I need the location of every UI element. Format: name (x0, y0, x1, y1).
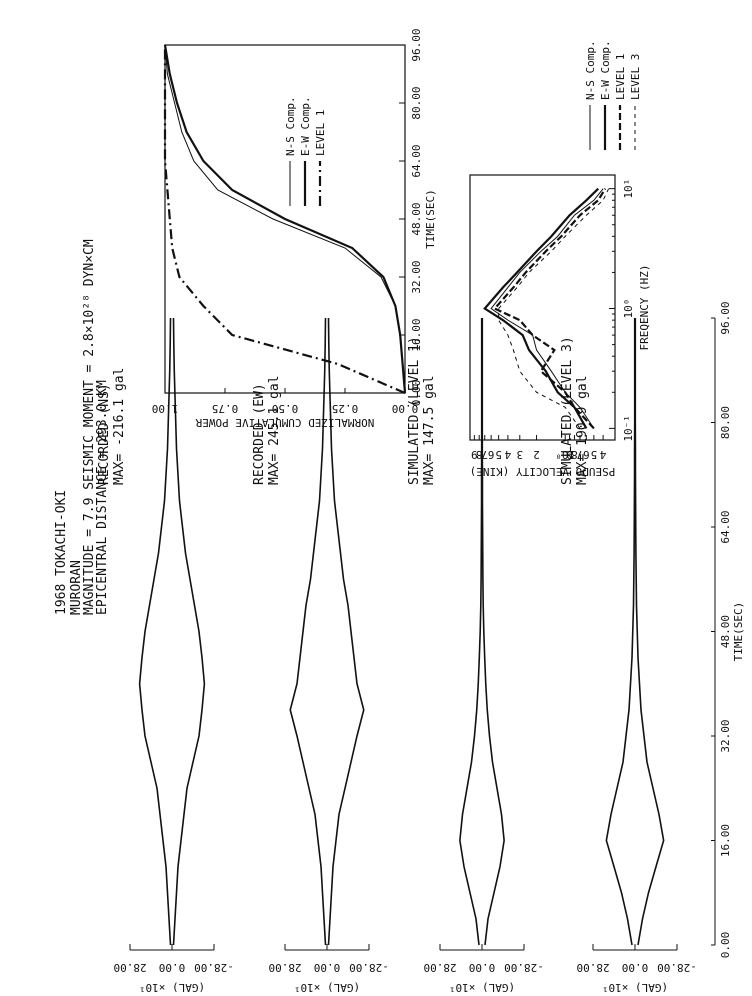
series-line (490, 188, 604, 429)
x-tick-label: 32.00 (410, 260, 423, 293)
y-tick-label: 8 (571, 448, 578, 461)
envelope-upper (459, 318, 483, 946)
trace-max: MAX= 190.9 gal (575, 375, 590, 485)
x-tick-label: 16.00 (410, 318, 423, 351)
y-tick-label: 4 (504, 448, 511, 461)
x-tick-label: 80.00 (410, 86, 423, 119)
trace-title: SIMULATED (LEVEL 3) (560, 336, 575, 485)
y-tick-label: 6 (488, 448, 495, 461)
amp-tick-label: -28.00 (194, 961, 234, 974)
x-tick-label: 96.00 (410, 28, 423, 61)
x-tick-label: 0.00 (410, 380, 423, 407)
amp-tick-label: 28.00 (423, 961, 456, 974)
series-line (163, 45, 406, 395)
amp-tick-label: -28.00 (504, 961, 544, 974)
series-line (498, 188, 610, 429)
envelope-upper (289, 317, 327, 946)
trace-max: MAX= -216.1 gal (112, 368, 127, 485)
envelope-lower (327, 317, 365, 946)
time-tick-label: 96.00 (719, 301, 732, 334)
amp-axis-label: (GAL) ×10¹ (449, 981, 515, 994)
trace-title: RECORDED (EW) (252, 383, 267, 485)
amp-tick-label: 0.00 (622, 961, 649, 974)
x-tick-label: 10⁻¹ (622, 415, 635, 442)
envelope-upper (605, 318, 636, 946)
amp-tick-label: 0.00 (159, 961, 186, 974)
amp-tick-label: -28.00 (657, 961, 697, 974)
rotated-figure: 1968 TOKACHI-OKI MURORAN MAGNITUDE = 7.9… (54, 28, 745, 994)
y-tick-label: 4 (599, 448, 606, 461)
y-tick-label: 3 (516, 448, 523, 461)
series-line (163, 44, 407, 394)
y-tick-label: 9 (566, 448, 573, 461)
y-tick-label: 5 (495, 448, 502, 461)
y-axis-label: PSEUDO VELOCITY (KINE) (470, 465, 616, 478)
envelope-upper (138, 317, 172, 946)
envelope-lower (172, 317, 206, 946)
y-tick-label: 9 (471, 448, 478, 461)
series-line (492, 188, 607, 430)
y-tick-label: 7 (481, 448, 488, 461)
y-tick-label: 0.00 (392, 402, 419, 415)
legend-label: N-S Comp. (284, 96, 297, 156)
amp-axis-label: (GAL) ×10¹ (139, 981, 205, 994)
x-tick-label: 10¹ (622, 179, 635, 199)
y-tick-label: 0.25 (332, 402, 359, 415)
amp-axis-label: (GAL) ×10¹ (602, 981, 668, 994)
y-axis-label: NORMALIZED CUMULATIVE POWER (195, 416, 374, 429)
trace-max: MAX= 147.5 gal (422, 375, 437, 485)
trace-max: MAX= 245.1 gal (267, 375, 282, 485)
time-tick-label: 64.00 (719, 510, 732, 543)
magnitude: MAGNITUDE = 7.9 SEISMIC MOMENT = 2.8×10²… (82, 239, 97, 615)
x-tick-label: 10⁰ (622, 299, 635, 319)
amp-tick-label: 28.00 (268, 961, 301, 974)
time-tick-label: 48.00 (719, 615, 732, 648)
legend-label: LEVEL 3 (629, 54, 642, 100)
y-tick-label: 2 (533, 448, 540, 461)
time-axis-label: TIME(SEC) (732, 602, 745, 662)
time-tick-label: 80.00 (719, 406, 732, 439)
trace-title: SIMULATED (LEVEL 1) (407, 336, 422, 485)
x-axis-label: FREQENCY (HZ) (638, 264, 651, 350)
y-tick-label: 7 (577, 448, 584, 461)
y-tick-label: 10⁰ (555, 448, 575, 461)
envelope-lower (634, 318, 665, 946)
x-tick-label: 64.00 (410, 144, 423, 177)
time-tick-label: 0.00 (719, 932, 732, 959)
time-tick-label: 32.00 (719, 719, 732, 752)
y-tick-label: 5 (591, 448, 598, 461)
legend-label: N-S Comp. (584, 40, 597, 100)
y-tick-label: 1.00 (152, 402, 179, 415)
plot-frame (469, 174, 616, 441)
envelope-lower (481, 318, 505, 946)
title: 1968 TOKACHI-OKI (54, 490, 69, 615)
y-tick-label: 0.50 (272, 402, 299, 415)
trace-title: RECORDED (NS) (97, 383, 112, 485)
y-tick-label: 0.75 (212, 402, 239, 415)
time-tick-label: 16.00 (719, 824, 732, 857)
legend-label: LEVEL 1 (314, 110, 327, 156)
distance: EPICENTRAL DISTANCE = 293.0 KM (95, 380, 110, 615)
y-tick-label: 8 (476, 448, 483, 461)
amp-tick-label: 28.00 (576, 961, 609, 974)
amp-axis-label: (GAL) ×10¹ (294, 981, 360, 994)
station: MURORAN (69, 560, 84, 615)
x-axis-label: TIME(SEC) (424, 189, 437, 249)
amp-tick-label: -28.00 (349, 961, 389, 974)
amp-tick-label: 0.00 (469, 961, 496, 974)
series-line (483, 187, 600, 429)
legend-label: E-W Comp. (599, 40, 612, 100)
amp-tick-label: 28.00 (113, 961, 146, 974)
amp-tick-label: 0.00 (314, 961, 341, 974)
legend-label: E-W Comp. (299, 96, 312, 156)
legend-label: LEVEL 1 (614, 54, 627, 100)
y-tick-label: 6 (583, 448, 590, 461)
x-tick-label: 48.00 (410, 202, 423, 235)
